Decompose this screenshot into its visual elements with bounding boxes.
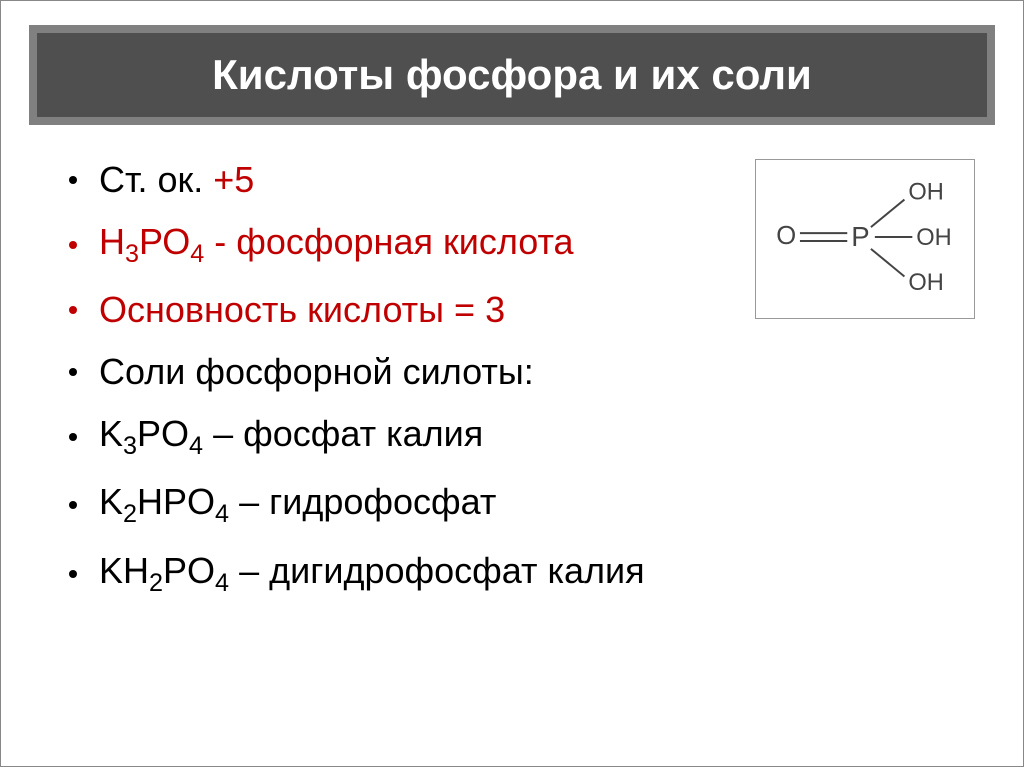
formula-sub: 2 [123, 501, 137, 529]
list-item-salts-header: Соли фосфорной силоты: [69, 351, 995, 393]
formula-part: PO [163, 550, 215, 591]
formula-sub: 3 [125, 240, 139, 268]
atom-o-left: O [776, 222, 796, 250]
bond-top [871, 200, 905, 228]
group-oh-bottom: OH [908, 270, 943, 296]
formula-part: HPO [137, 481, 215, 522]
list-text: Н3РО4 - фосфорная кислота [99, 221, 574, 269]
formula-rest: – гидрофосфат [229, 481, 496, 522]
bullet-icon [69, 306, 77, 314]
structural-formula-svg: O P OH OH OH [766, 170, 964, 308]
bullet-icon [69, 176, 77, 184]
bullet-icon [69, 570, 77, 578]
list-item-kh2po4: KH2PO4 – дигидрофосфат калия [69, 550, 995, 598]
formula-sub: 2 [149, 569, 163, 597]
formula-part: K [99, 413, 123, 454]
text-value: +5 [213, 159, 254, 200]
formula-part: PO [137, 413, 189, 454]
atom-p: P [851, 221, 869, 252]
formula-part: KH [99, 550, 149, 591]
text-prefix: Ст. ок. [99, 159, 213, 200]
bullet-icon [69, 433, 77, 441]
formula-sub: 4 [190, 240, 204, 268]
bullet-icon [69, 241, 77, 249]
group-oh-top: OH [908, 180, 943, 206]
group-oh-mid: OH [916, 225, 951, 251]
list-text: KH2PO4 – дигидрофосфат калия [99, 550, 645, 598]
structural-formula-box: O P OH OH OH [755, 159, 975, 319]
formula-part: K [99, 481, 123, 522]
formula-sub: 4 [189, 432, 203, 460]
bond-bottom [871, 249, 905, 277]
formula-sub: 4 [215, 569, 229, 597]
list-text: K3PO4 – фосфат калия [99, 413, 483, 461]
title-box: Кислоты фосфора и их соли [29, 25, 995, 125]
formula-part: РО [139, 221, 190, 262]
content-area: O P OH OH OH Ст. ок. +5 Н3РО4 - фосфорна… [29, 159, 995, 598]
formula-part: Н [99, 221, 125, 262]
bullet-icon [69, 368, 77, 376]
list-text: Соли фосфорной силоты: [99, 351, 534, 393]
list-item-k3po4: K3PO4 – фосфат калия [69, 413, 995, 461]
formula-rest: – дигидрофосфат калия [229, 550, 645, 591]
list-item-k2hpo4: K2HPO4 – гидрофосфат [69, 481, 995, 529]
formula-rest: - фосфорная кислота [204, 221, 573, 262]
bullet-icon [69, 501, 77, 509]
formula-sub: 4 [215, 501, 229, 529]
formula-rest: – фосфат калия [203, 413, 483, 454]
list-text: K2HPO4 – гидрофосфат [99, 481, 496, 529]
list-text: Ст. ок. +5 [99, 159, 254, 201]
list-text: Основность кислоты = 3 [99, 289, 505, 331]
formula-sub: 3 [123, 432, 137, 460]
slide: Кислоты фосфора и их соли O P OH OH OH С… [1, 1, 1023, 766]
slide-title: Кислоты фосфора и их соли [65, 51, 959, 99]
